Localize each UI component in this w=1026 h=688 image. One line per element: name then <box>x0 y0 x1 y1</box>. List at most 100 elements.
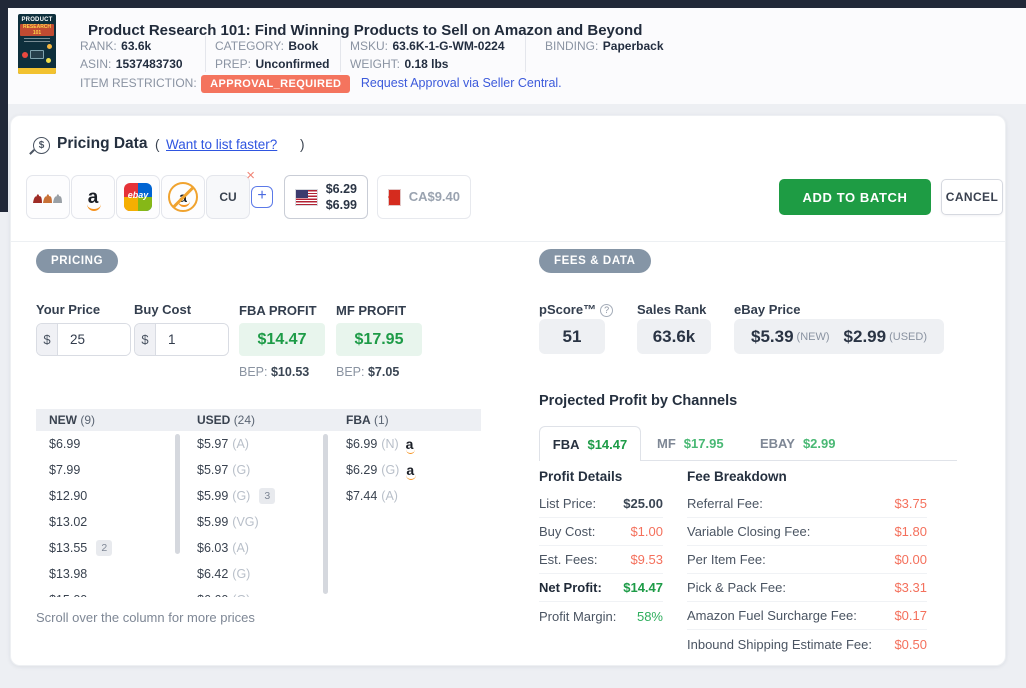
paren-close: ) <box>300 137 305 152</box>
cu-button[interactable]: CU × <box>206 168 255 219</box>
ca-marketplace-price[interactable]: CA$9.40 <box>377 175 471 219</box>
price-row[interactable]: $5.99 (G) 3 <box>184 483 332 509</box>
used-price-column: $5.97 (A) $5.97 (G) $5.99 (G) 3 $5.99 (VG) $6… <box>184 431 332 597</box>
amazon-button[interactable]: a <box>71 175 115 219</box>
fba-column-header: FBA (1) <box>346 413 389 427</box>
product-image: PRODUCT RESEARCH 101 <box>18 14 56 74</box>
price-row[interactable]: $6.29 (G) a <box>346 462 416 480</box>
price-row[interactable]: $6.42 (G) <box>197 567 251 581</box>
amazon-restricted-button[interactable]: a <box>161 175 205 219</box>
used-column-scrollbar[interactable] <box>323 434 328 594</box>
ebay-button[interactable]: ebay <box>116 175 160 219</box>
price-row[interactable]: $6.03 (A) <box>197 541 249 555</box>
ebay-price-value: $5.39 (NEW) $2.99 (USED) <box>734 319 944 354</box>
cancel-button[interactable]: CANCEL <box>941 179 1003 215</box>
us-flag-icon <box>295 188 318 206</box>
ebay-price-label: eBay Price <box>734 302 801 317</box>
price-row[interactable]: $13.55 2 <box>36 535 184 561</box>
profit-row: Buy Cost: $1.00 <box>539 518 663 546</box>
help-icon[interactable]: ? <box>600 303 614 317</box>
price-row[interactable]: $15.00 <box>36 587 184 597</box>
scroll-hint-text: Scroll over the column for more prices <box>36 610 255 625</box>
price-row[interactable]: $13.02 <box>49 515 88 529</box>
your-price-label: Your Price <box>36 302 101 317</box>
fba-price-column: $6.99 (N) a $6.29 (G) a $7.44 (A) <box>333 431 481 597</box>
tab-underline <box>539 460 957 461</box>
profit-row: Profit Margin: 58% <box>539 608 663 624</box>
offer-count-badge: 2 <box>96 540 113 556</box>
rank-field: RANK: 63.6k <box>80 39 152 53</box>
tab-ebay[interactable]: EBAY $2.99 <box>760 436 836 451</box>
request-approval-link[interactable]: Request Approval via Seller Central. <box>360 76 562 90</box>
currency-prefix: $ <box>135 324 156 355</box>
profit-row: Net Profit: $14.47 <box>539 574 663 602</box>
profit-row: Est. Fees: $9.53 <box>539 546 663 574</box>
price-row[interactable]: $6.99 (N) a <box>346 436 416 454</box>
camels-icon <box>33 190 63 204</box>
us-price-used: $6.99 <box>325 198 357 212</box>
msku-field: MSKU: 63.6K-1-G-WM-0224 <box>350 39 505 53</box>
fee-breakdown-title: Fee Breakdown <box>687 469 787 484</box>
fee-row: Pick & Pack Fee: $3.31 <box>687 574 927 602</box>
weight-field: WEIGHT: 0.18 lbs <box>350 57 449 71</box>
asin-field: ASIN: 1537483730 <box>80 57 183 71</box>
want-to-list-faster-link[interactable]: Want to list faster? <box>166 137 278 152</box>
channel-tabs: FBA $14.47 MF $17.95 EBAY $2.99 <box>539 426 957 461</box>
item-restriction-field: ITEM RESTRICTION: APPROVAL_REQUIRED Requ… <box>80 74 562 93</box>
header-divider <box>205 36 206 72</box>
pscore-value: 51 <box>539 319 605 354</box>
buy-cost-label: Buy Cost <box>134 302 192 317</box>
us-marketplace-price[interactable]: $6.29 $6.99 <box>284 175 368 219</box>
sales-rank-value: 63.6k <box>637 319 711 354</box>
tab-fba[interactable]: FBA $14.47 <box>539 426 641 461</box>
prep-field: PREP: Unconfirmed <box>215 57 330 71</box>
profit-row: List Price: $25.00 <box>539 490 663 518</box>
price-table-header <box>36 409 481 431</box>
page-frame-top <box>0 0 1026 8</box>
fba-profit-label: FBA PROFIT <box>239 303 317 318</box>
tab-mf[interactable]: MF $17.95 <box>657 436 724 451</box>
add-to-batch-button[interactable]: ADD TO BATCH <box>779 179 931 215</box>
new-column-header: NEW (9) <box>49 413 96 427</box>
ca-price: CA$9.40 <box>408 188 460 204</box>
price-row[interactable]: $12.90 <box>49 489 88 503</box>
amazon-offer-icon: a <box>406 462 416 480</box>
currency-prefix: $ <box>37 324 58 355</box>
projected-profit-title: Projected Profit by Channels <box>539 393 738 409</box>
camelcamelcamel-button[interactable] <box>26 175 70 219</box>
us-price-new: $6.29 <box>325 181 357 196</box>
binding-field: BINDING: Paperback <box>545 39 664 53</box>
price-row[interactable]: $6.60(G) <box>184 587 332 597</box>
price-row[interactable]: $5.97 (G) <box>197 463 251 477</box>
category-field: CATEGORY: Book <box>215 39 319 53</box>
price-row[interactable]: $6.99 <box>49 437 81 451</box>
pricing-data-title: Pricing Data <box>57 135 148 152</box>
mf-bep: BEP: $7.05 <box>336 365 400 379</box>
price-row[interactable]: $5.97 (A) <box>197 437 249 451</box>
price-row[interactable]: $13.98 <box>49 567 88 581</box>
buy-cost-input[interactable] <box>156 324 228 355</box>
amazon-icon: a <box>86 186 101 211</box>
ebay-used-tag: (USED) <box>889 330 927 343</box>
profit-details-title: Profit Details <box>539 469 623 484</box>
sales-rank-label: Sales Rank <box>637 302 707 317</box>
fee-row: Inbound Shipping Estimate Fee: $0.50 <box>687 636 927 652</box>
your-price-input-group: $ <box>36 323 131 356</box>
buy-cost-input-group: $ <box>134 323 229 356</box>
fba-profit-value: $14.47 <box>239 323 325 356</box>
add-marketplace-button[interactable]: + <box>251 186 273 208</box>
your-price-input[interactable] <box>58 324 130 355</box>
mf-profit-label: MF PROFIT <box>336 303 407 318</box>
price-row[interactable]: $7.99 <box>49 463 81 477</box>
dollar-circle-icon: $ <box>33 137 50 154</box>
approval-required-badge: APPROVAL_REQUIRED <box>201 75 351 93</box>
ca-flag-icon <box>387 188 401 206</box>
price-row[interactable]: $7.44 (A) <box>346 489 398 503</box>
book-cover-title: PRODUCT <box>21 17 53 23</box>
header-divider <box>340 36 341 72</box>
pricing-section-badge: PRICING <box>36 249 119 273</box>
fee-row: Referral Fee: $3.75 <box>687 490 927 518</box>
new-column-scrollbar[interactable] <box>175 434 180 554</box>
remove-cu-icon[interactable]: × <box>246 167 255 184</box>
price-row[interactable]: $5.99 (VG) <box>197 515 259 529</box>
